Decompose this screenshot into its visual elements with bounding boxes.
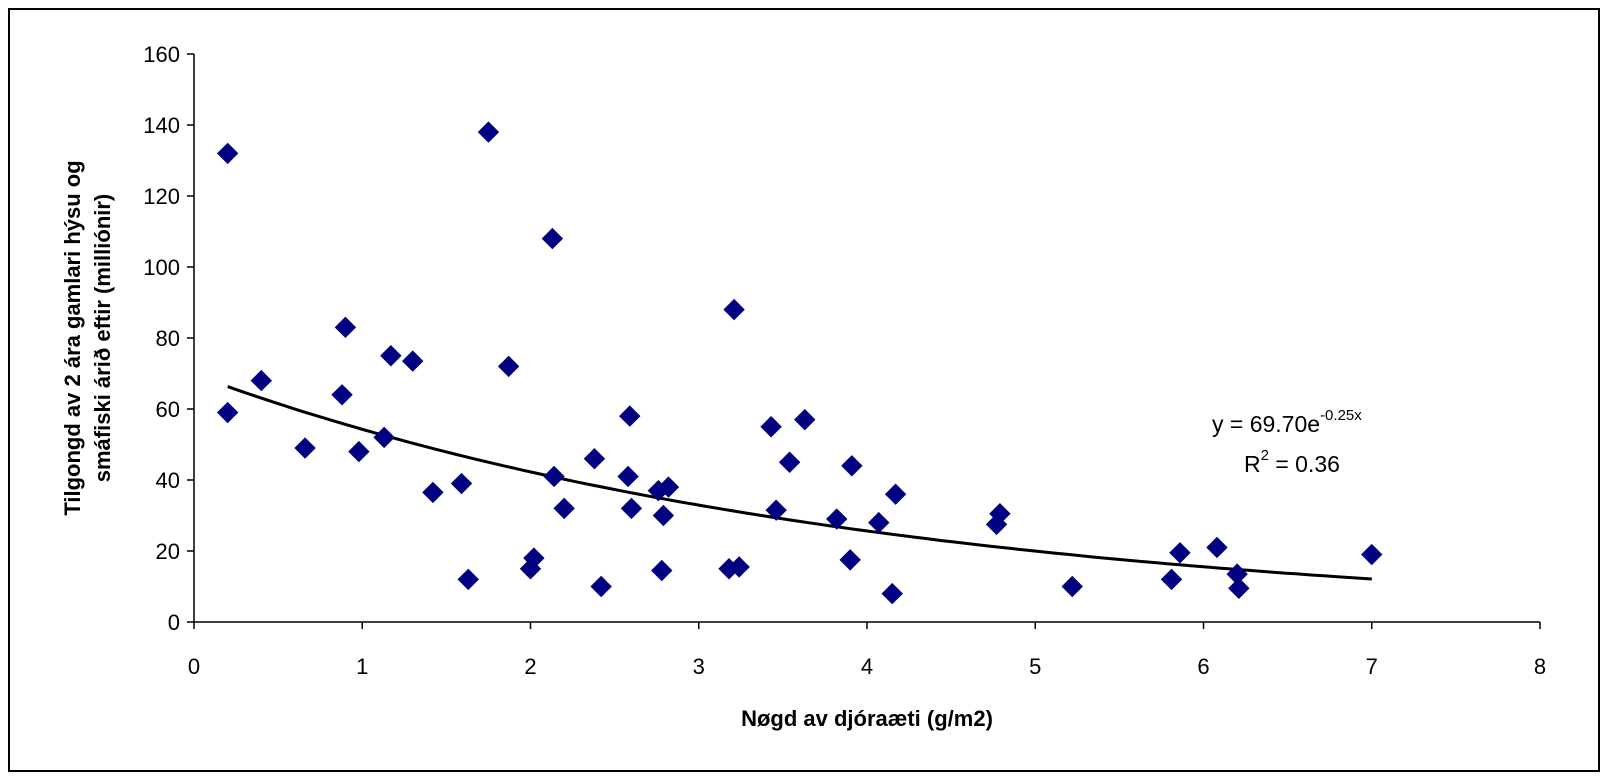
data-point: [216, 401, 239, 424]
data-points: [216, 121, 1383, 605]
data-point: [541, 227, 564, 250]
y-axis-title: Tilgongd av 2 ára gamlari hýsu og smáfisk…: [60, 160, 115, 515]
data-point: [457, 568, 479, 591]
data-point: [760, 416, 782, 438]
data-point: [1361, 543, 1383, 566]
trendline-equation-base: y = 69.70e: [1212, 411, 1320, 437]
y-tick-label: 160: [143, 42, 180, 67]
data-point: [1228, 577, 1250, 599]
x-tick-label: 1: [356, 654, 368, 679]
data-point: [826, 508, 848, 530]
data-point: [422, 481, 444, 504]
data-point: [619, 405, 641, 427]
trendline-equation-exponent: -0.25x: [1320, 407, 1362, 424]
data-point: [778, 451, 801, 473]
data-point: [794, 408, 816, 431]
trendline-r2-sup: 2: [1261, 447, 1269, 464]
data-point: [334, 316, 357, 339]
x-tick-label: 3: [693, 654, 705, 679]
data-point: [250, 369, 273, 392]
trendline-equation: y = 69.70e-0.25x: [1212, 407, 1362, 437]
data-point: [989, 503, 1011, 525]
x-tick-label: 6: [1197, 654, 1209, 679]
axes: 0 20 40 60 80 100 120 140 160 0 1 2 3 4 5 6 7 8: [143, 42, 1546, 679]
data-point: [617, 465, 639, 488]
data-point: [765, 499, 787, 521]
y-axis-title-line: smáfiski árið eftir (milliónir): [90, 194, 115, 483]
data-point: [590, 575, 612, 598]
trendline-r2-prefix: R: [1244, 451, 1261, 477]
x-tick-label: 4: [861, 654, 873, 679]
data-point: [657, 476, 680, 498]
y-tick-label: 0: [168, 610, 180, 635]
data-point: [373, 426, 395, 449]
data-point: [402, 350, 424, 372]
data-point: [651, 559, 673, 582]
data-point: [583, 447, 606, 470]
trendline-path: [227, 385, 1372, 581]
trendline: [227, 385, 1372, 581]
y-tick-label: 80: [156, 326, 180, 351]
data-point: [477, 121, 500, 143]
x-tick-label: 7: [1366, 654, 1378, 679]
data-point: [652, 504, 675, 527]
x-axis-title: Nøgd av djóraæti (g/m2): [741, 706, 993, 731]
labels: Nøgd av djóraæti (g/m2) Tilgongd av 2 ára…: [60, 160, 1362, 731]
trendline-r2-suffix: = 0.36: [1269, 451, 1340, 477]
data-point: [1160, 568, 1183, 591]
x-tick-label: 0: [188, 654, 200, 679]
data-point: [884, 483, 907, 505]
data-point: [1206, 536, 1228, 559]
data-point: [497, 355, 520, 378]
data-point: [348, 440, 370, 463]
data-point: [881, 582, 903, 605]
x-tick-label: 2: [524, 654, 536, 679]
chart-frame: [8, 8, 1600, 772]
data-point: [216, 142, 239, 165]
y-tick-label: 20: [156, 539, 180, 564]
data-point: [294, 437, 316, 459]
data-point: [523, 547, 545, 569]
data-point: [868, 511, 890, 534]
data-point: [1061, 575, 1083, 598]
y-tick-label: 40: [156, 468, 180, 493]
x-tick-label: 8: [1534, 654, 1546, 679]
data-point: [380, 345, 402, 367]
data-point: [543, 465, 565, 488]
data-point: [841, 455, 863, 477]
y-tick-label: 100: [143, 255, 180, 280]
data-point: [450, 472, 473, 495]
x-tick-label: 5: [1029, 654, 1041, 679]
y-tick-label: 120: [143, 184, 180, 209]
data-point: [728, 556, 750, 578]
trendline-r2: R2 = 0.36: [1244, 447, 1340, 477]
y-tick-label: 140: [143, 113, 180, 138]
data-point: [620, 497, 643, 520]
y-axis-title-line: Tilgongd av 2 ára gamlari hýsu og: [60, 160, 85, 515]
data-point: [723, 298, 745, 321]
data-point: [331, 384, 353, 406]
y-tick-label: 60: [156, 397, 180, 422]
data-point: [553, 497, 575, 520]
data-point: [839, 549, 861, 571]
data-point: [1169, 542, 1191, 564]
